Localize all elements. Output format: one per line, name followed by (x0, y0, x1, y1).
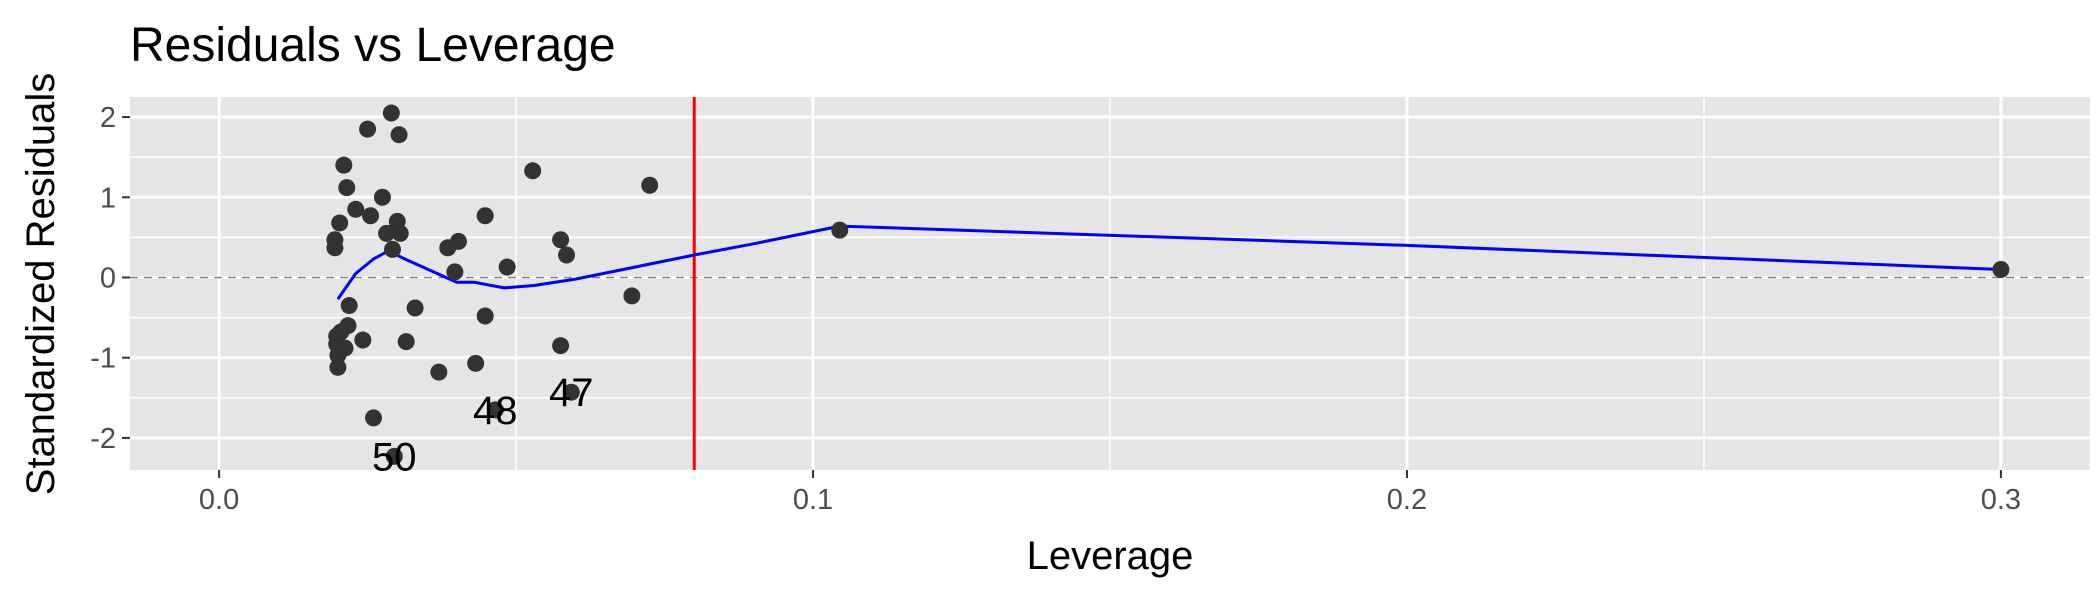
data-point (467, 354, 485, 372)
y-axis-ticks: 2 1 0 -1 -2 (90, 102, 130, 455)
data-point (382, 104, 400, 122)
data-point (486, 401, 504, 419)
data-point (623, 287, 641, 305)
data-point (552, 231, 570, 249)
y-tick-label: -1 (90, 343, 116, 375)
data-point (430, 363, 448, 381)
x-axis-ticks: 0.0 0.1 0.2 0.3 (199, 470, 2021, 516)
y-tick-label: 2 (100, 102, 116, 134)
data-point (338, 179, 356, 197)
data-point (498, 258, 516, 276)
x-tick-label: 0.2 (1387, 484, 1427, 516)
x-tick-label: 0.3 (1981, 484, 2021, 516)
data-point (446, 263, 464, 281)
data-point (1992, 260, 2010, 278)
y-tick-label: -2 (90, 423, 116, 455)
data-point (449, 232, 467, 250)
data-point (339, 317, 357, 335)
data-point (365, 409, 383, 427)
x-tick-label: 0.1 (793, 484, 833, 516)
data-point (354, 331, 372, 349)
data-point (384, 240, 402, 258)
data-point (329, 358, 347, 376)
y-tick-label: 1 (100, 182, 116, 214)
data-point (385, 447, 403, 465)
data-point (390, 126, 408, 144)
data-point (336, 339, 354, 357)
point-label: 47 (549, 371, 594, 415)
data-point (476, 307, 494, 325)
data-point (362, 207, 380, 225)
data-point (641, 176, 659, 194)
data-point (406, 299, 424, 317)
data-point (359, 120, 377, 138)
data-point (397, 333, 415, 351)
data-point (326, 239, 344, 257)
chart-title: Residuals vs Leverage (130, 19, 616, 72)
data-point (335, 156, 353, 174)
x-tick-label: 0.0 (199, 484, 239, 516)
data-point (331, 214, 349, 232)
point-label: 50 (372, 435, 417, 479)
y-axis-title: Standardized Residuals (19, 73, 63, 495)
x-axis-title: Leverage (1027, 534, 1194, 578)
data-point (378, 224, 396, 242)
data-point (476, 207, 494, 225)
y-tick-label: 0 (100, 262, 116, 294)
data-point (347, 200, 365, 218)
data-point (340, 297, 358, 315)
data-point (552, 337, 570, 355)
data-point (831, 221, 849, 239)
data-point (373, 188, 391, 206)
data-points (326, 104, 2010, 465)
data-point (562, 383, 580, 401)
data-point (558, 246, 576, 264)
point-label: 48 (473, 389, 518, 433)
data-point (524, 162, 542, 180)
point-labels: 50 48 47 (372, 371, 593, 479)
data-point (391, 224, 409, 242)
